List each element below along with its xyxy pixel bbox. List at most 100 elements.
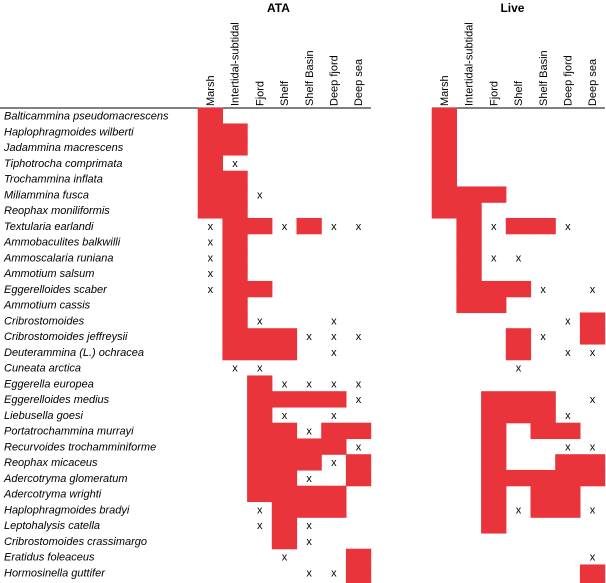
rare-occurrence-mark: x xyxy=(516,504,522,516)
rare-occurrence-mark: x xyxy=(331,378,337,390)
occurrence-cell xyxy=(321,391,347,408)
rare-occurrence-mark: x xyxy=(540,284,546,296)
occurrence-cell xyxy=(271,328,298,345)
rare-occurrence-mark: x xyxy=(257,189,263,201)
species-label: Eratidus foleaceus xyxy=(4,552,95,564)
occurrence-cell xyxy=(222,280,248,298)
occurrence-cell xyxy=(431,202,457,219)
occurrence-cell xyxy=(481,296,507,314)
occurrence-cell xyxy=(271,517,298,534)
occurrence-cell xyxy=(579,580,606,583)
species-label: Ammobaculites balkwilli xyxy=(3,237,121,249)
occurrence-cell xyxy=(530,217,556,235)
occurrence-cell xyxy=(481,469,507,487)
rare-occurrence-mark: x xyxy=(306,567,312,579)
occurrence-cell xyxy=(505,406,532,424)
occurrence-cell xyxy=(481,501,507,518)
occurrence-cell xyxy=(271,485,298,503)
species-label: Cribrostomoides jeffreysii xyxy=(4,331,128,343)
occurrence-cell xyxy=(530,501,556,518)
rare-occurrence-mark: x xyxy=(491,252,497,264)
rare-occurrence-mark: x xyxy=(565,315,571,327)
occurrence-cell xyxy=(222,233,248,251)
rare-occurrence-mark: x xyxy=(208,237,214,249)
rare-occurrence-mark: x xyxy=(590,347,596,359)
rare-occurrence-mark: x xyxy=(590,394,596,406)
column-header: Shelf Basin xyxy=(538,50,550,106)
species-label: Tiphotrocha comprimata xyxy=(4,158,123,170)
species-label: Jadammina macrescens xyxy=(3,142,124,154)
rare-occurrence-mark: x xyxy=(331,567,337,579)
occurrence-cell xyxy=(345,548,372,566)
occurrence-cell xyxy=(222,170,248,188)
species-label: Leptohalysis catella xyxy=(4,520,100,532)
column-header: Deep sea xyxy=(353,58,365,106)
occurrence-cell xyxy=(456,233,482,251)
species-label: Eggerelloides scaber xyxy=(4,284,108,296)
occurrence-cell xyxy=(456,202,482,219)
species-label: Adercotryma wrighti xyxy=(3,489,102,501)
rare-occurrence-mark: x xyxy=(232,158,238,170)
occurrence-cell xyxy=(345,469,372,487)
occurrence-cell xyxy=(197,186,223,203)
species-label: Reophax micaceus xyxy=(4,457,98,469)
occurrence-cell xyxy=(321,438,347,455)
occurrence-cell xyxy=(555,469,581,487)
occurrence-cell xyxy=(345,564,372,581)
occurrence-cell xyxy=(481,280,507,298)
rare-occurrence-mark: x xyxy=(282,410,288,422)
occurrence-cell xyxy=(481,391,507,408)
occurrence-cell xyxy=(222,139,248,156)
occurrence-cell xyxy=(271,343,298,361)
species-label: Recurvoides trochamminiforme xyxy=(4,441,156,453)
occurrence-cell xyxy=(271,532,298,550)
occurrence-cell xyxy=(456,249,482,266)
species-label: Miliammina fusca xyxy=(4,189,89,201)
occurrence-cell xyxy=(296,485,322,503)
species-label: Textularia earlandi xyxy=(4,221,94,233)
occurrence-cell xyxy=(481,186,507,203)
occurrence-cell xyxy=(222,328,248,345)
rare-occurrence-mark: x xyxy=(356,378,362,390)
occurrence-cell xyxy=(555,422,581,440)
occurrence-cell xyxy=(271,469,298,487)
occurrence-cell xyxy=(271,391,298,408)
rare-occurrence-mark: x xyxy=(257,504,263,516)
occurrence-cell xyxy=(345,422,372,440)
occurrence-cell xyxy=(222,123,248,140)
rare-occurrence-mark: x xyxy=(565,221,571,233)
occurrence-cell xyxy=(247,391,273,408)
column-header: Marsh xyxy=(205,75,217,106)
rare-occurrence-mark: x xyxy=(331,315,337,327)
occurrence-cell xyxy=(321,422,347,440)
occurrence-cell xyxy=(456,280,482,298)
occurrence-cell xyxy=(456,217,482,235)
occurrence-cell xyxy=(321,501,347,518)
occurrence-cell xyxy=(505,343,532,361)
occurrence-cell xyxy=(505,217,532,235)
occurrence-cell xyxy=(247,438,273,455)
occurrence-cell xyxy=(431,107,457,125)
rare-occurrence-mark: x xyxy=(356,331,362,343)
occurrence-cell xyxy=(296,454,322,471)
occurrence-cell xyxy=(505,469,532,487)
rare-occurrence-mark: x xyxy=(208,268,214,280)
rare-occurrence-mark: x xyxy=(208,284,214,296)
occurrence-cell xyxy=(247,454,273,471)
occurrence-cell xyxy=(555,501,581,518)
species-labels: Balticammina pseudomacrescens Haplophragm… xyxy=(3,111,169,580)
species-label: Eggerelloides medius xyxy=(4,394,110,406)
occurrence-cell xyxy=(197,154,223,172)
occurrence-cell xyxy=(222,217,248,235)
column-header: Intertidal-subtidal xyxy=(464,22,476,106)
occurrence-cell xyxy=(579,469,606,487)
rare-occurrence-mark: x xyxy=(232,363,238,375)
rare-occurrence-mark: x xyxy=(282,552,288,564)
rare-occurrence-mark: x xyxy=(516,252,522,264)
occurrence-cell xyxy=(481,517,507,534)
species-label: Trochammina inflata xyxy=(4,174,103,186)
occurrence-cell xyxy=(247,375,273,392)
occurrence-cell xyxy=(296,217,322,235)
occurrence-cell xyxy=(456,296,482,314)
occurrence-cell xyxy=(530,469,556,487)
